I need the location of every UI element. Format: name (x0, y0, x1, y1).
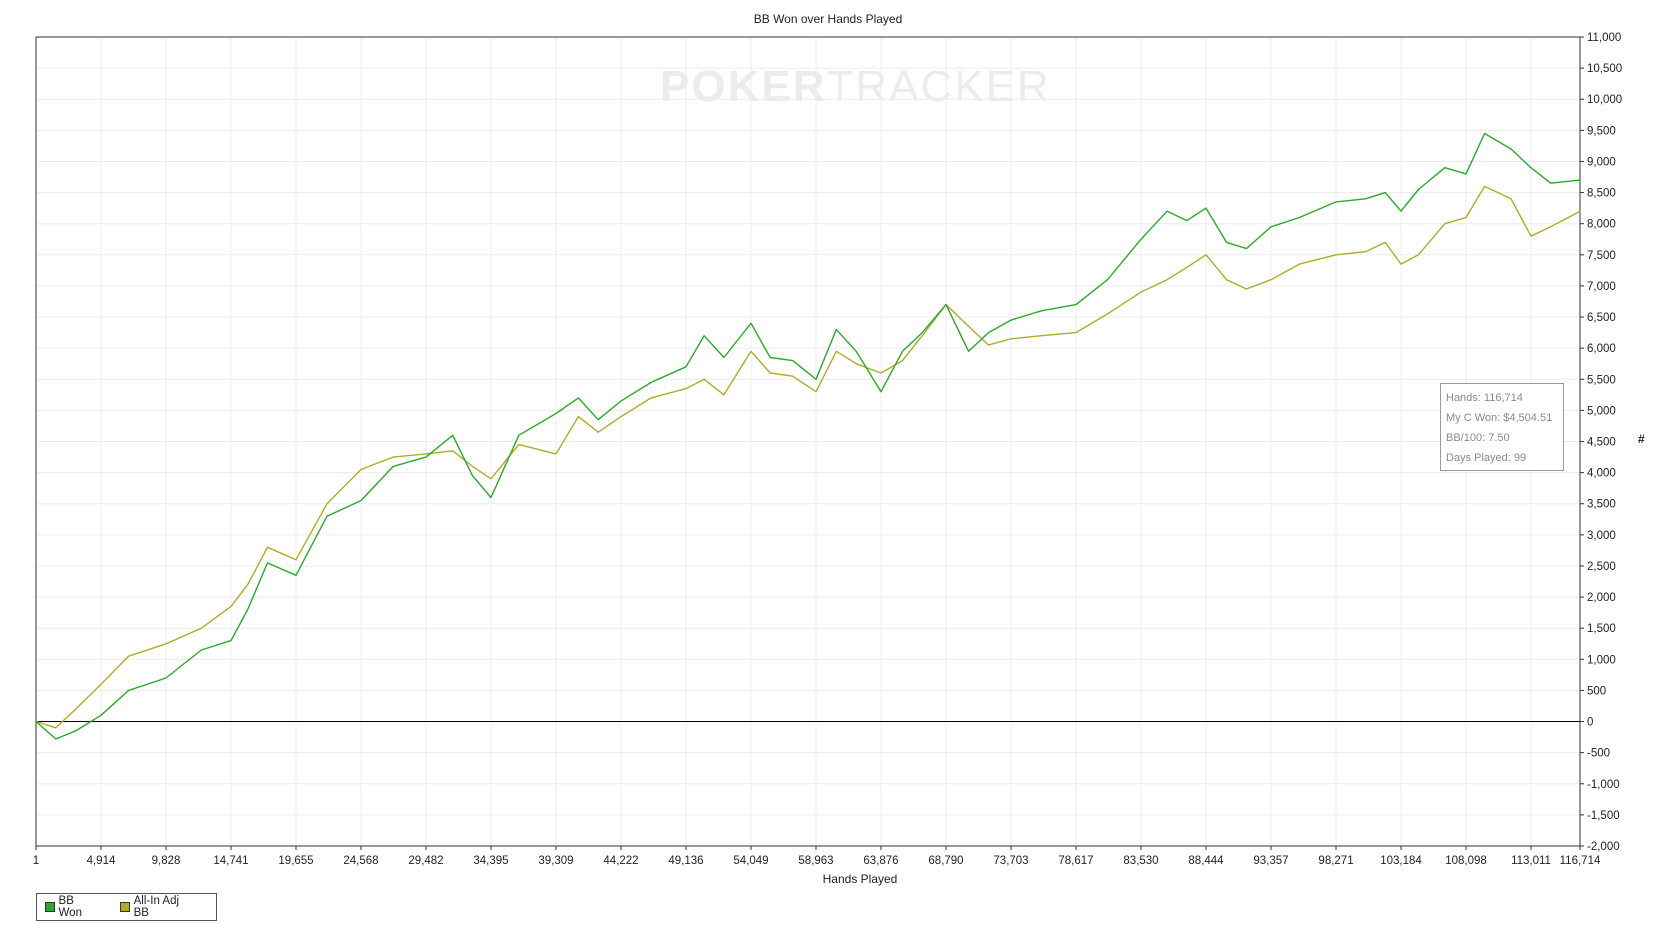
y-tick-label: -1,000 (1587, 779, 1620, 791)
y-tick-label: 9,500 (1587, 125, 1616, 137)
legend[interactable]: BB Won All-In Adj BB (36, 893, 217, 921)
x-tick-label: 4,914 (87, 855, 116, 867)
legend-item-bb-won[interactable]: BB Won (45, 895, 98, 919)
x-tick-label: 34,395 (473, 855, 508, 867)
x-tick-label: 116,714 (1560, 855, 1601, 867)
y-tick-label: 8,500 (1587, 188, 1616, 200)
y-tick-label: 9,000 (1587, 156, 1616, 168)
y-tick-label: 0 (1587, 717, 1593, 729)
y-tick-label: 2,000 (1587, 592, 1616, 604)
y-tick-label: -2,000 (1587, 841, 1620, 853)
y-tick-label: 4,500 (1587, 437, 1616, 449)
series-group (35, 132, 1581, 740)
tooltip-hands: Hands: 116,714 (1446, 392, 1523, 404)
x-tick-label: 1 (33, 855, 39, 867)
x-tick-label: 49,136 (668, 855, 703, 867)
x-tick-label: 78,617 (1058, 855, 1093, 867)
x-tick-label: 103,184 (1380, 855, 1422, 867)
y-tick-label: 5,500 (1587, 374, 1616, 386)
x-axis: 1 4,914 9,828 14,741 19,655 24,568 29,482 34,39… (33, 846, 1601, 867)
y-tick-label: -500 (1587, 748, 1610, 760)
x-tick-label: 39,309 (538, 855, 573, 867)
series-line-bb-won (35, 132, 1581, 740)
tooltip-won: My C Won: $4,504.51 (1446, 412, 1553, 424)
hover-tooltip: Hands: 116,714 My C Won: $4,504.51 BB/10… (1440, 383, 1564, 471)
legend-swatch-bb-won (45, 902, 55, 912)
y-tick-label: 3,000 (1587, 530, 1616, 542)
y-tick-label: 500 (1587, 685, 1606, 697)
x-tick-label: 54,049 (733, 855, 768, 867)
legend-label: BB Won (58, 895, 82, 919)
y-tick-label: 10,000 (1587, 94, 1622, 106)
y-axis-label: # (1638, 432, 1645, 446)
y-tick-label: 6,500 (1587, 312, 1616, 324)
tooltip-days: Days Played: 99 (1446, 452, 1527, 464)
y-tick-label: 4,000 (1587, 468, 1616, 480)
x-tick-label: 93,357 (1253, 855, 1288, 867)
x-tick-label: 44,222 (603, 855, 638, 867)
y-axis: -2,000 -1,500 -1,000 -500 0 500 1,000 1,500 2,00… (1580, 32, 1622, 853)
x-tick-label: 9,828 (152, 855, 181, 867)
legend-item-all-in-adj[interactable]: All-In Adj BB (120, 895, 194, 919)
y-tick-label: 5,000 (1587, 405, 1616, 417)
y-tick-label: 2,500 (1587, 561, 1616, 573)
x-axis-label: Hands Played (822, 872, 898, 886)
x-tick-label: 63,876 (863, 855, 898, 867)
y-tick-label: -1,500 (1587, 810, 1620, 822)
x-tick-label: 108,098 (1445, 855, 1487, 867)
x-tick-label: 14,741 (213, 855, 248, 867)
grid-lines (35, 36, 1581, 847)
legend-label: All-In Adj BB (133, 895, 180, 919)
x-tick-label: 83,530 (1123, 855, 1158, 867)
y-tick-label: 3,500 (1587, 499, 1616, 511)
x-tick-label: 73,703 (993, 855, 1028, 867)
y-tick-label: 6,000 (1587, 343, 1616, 355)
y-tick-label: 1,500 (1587, 623, 1616, 635)
x-tick-label: 24,568 (343, 855, 378, 867)
y-tick-label: 10,500 (1587, 63, 1622, 75)
x-tick-label: 19,655 (278, 855, 313, 867)
tooltip-bb100: BB/100: 7.50 (1446, 432, 1510, 444)
series-line-all-in-adj-bb (35, 185, 1581, 729)
y-tick-label: 1,000 (1587, 654, 1616, 666)
y-tick-label: 7,500 (1587, 250, 1616, 262)
y-tick-label: 7,000 (1587, 281, 1616, 293)
chart-title: BB Won over Hands Played (753, 12, 903, 26)
x-tick-label: 113,011 (1511, 855, 1551, 867)
x-tick-label: 58,963 (798, 855, 833, 867)
x-tick-label: 68,790 (928, 855, 963, 867)
y-tick-label: 8,000 (1587, 219, 1616, 231)
x-tick-label: 88,444 (1188, 855, 1224, 867)
pokertracker-watermark: POKERTRACKER (660, 62, 1051, 111)
x-tick-label: 29,482 (408, 855, 443, 867)
x-tick-label: 98,271 (1318, 855, 1353, 867)
y-tick-label: 11,000 (1587, 32, 1621, 44)
legend-swatch-all-in-adj (120, 902, 130, 912)
